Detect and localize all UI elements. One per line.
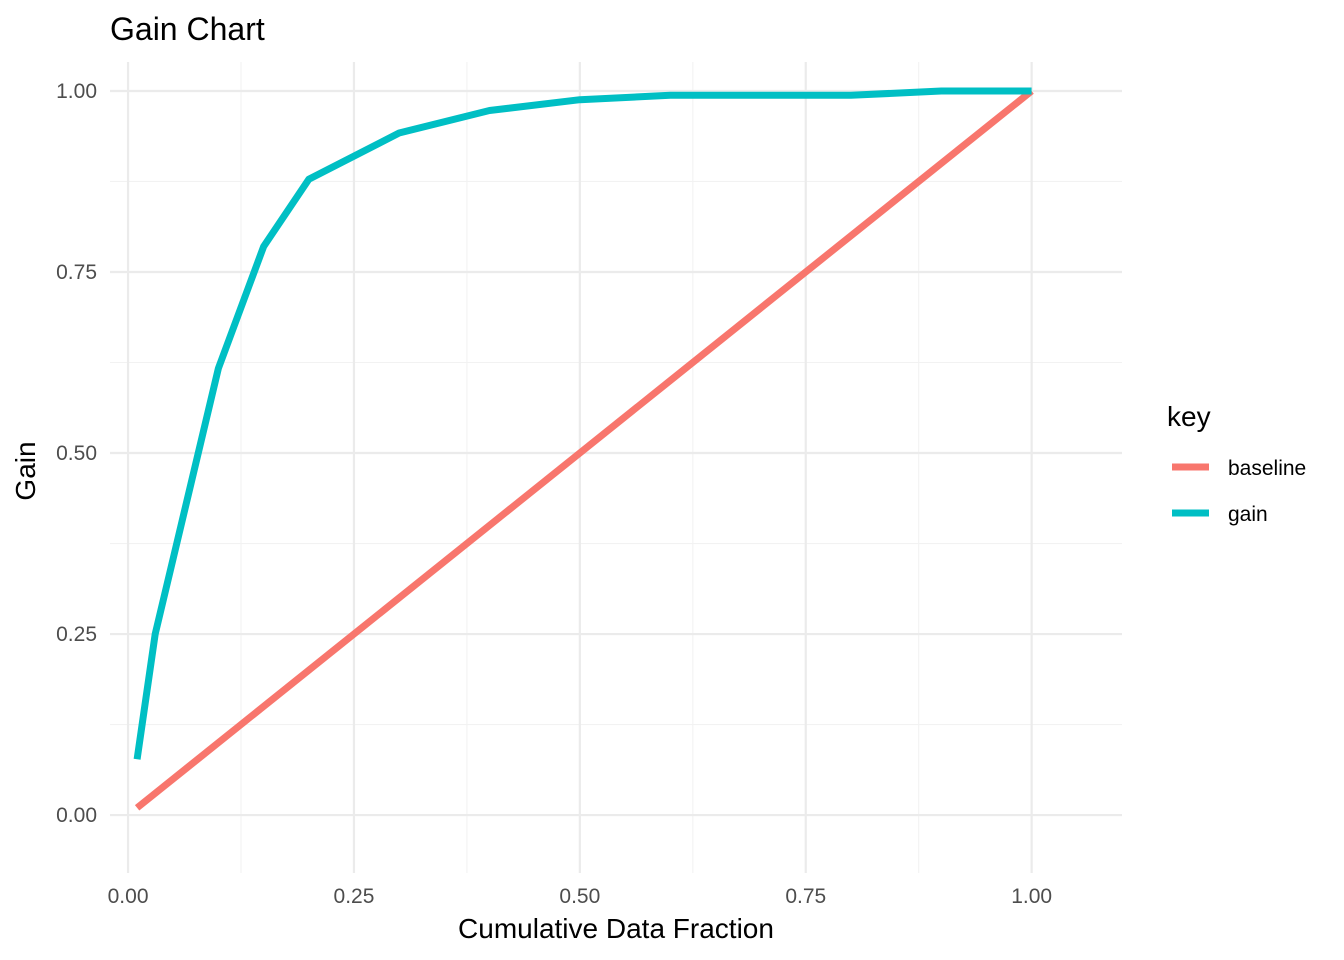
y-tick-label: 0.25 xyxy=(56,623,97,646)
major-gridlines xyxy=(110,62,1122,873)
x-tick-label: 0.00 xyxy=(108,885,149,908)
series-line-gain xyxy=(133,87,1032,760)
x-axis-title: Cumulative Data Fraction xyxy=(458,913,774,944)
y-axis-title: Gain xyxy=(10,441,41,500)
series-lines xyxy=(133,87,1034,811)
y-tick-label: 0.75 xyxy=(56,261,97,284)
y-tick-label: 0.00 xyxy=(56,804,97,827)
y-axis-tick-labels: 0.00 0.25 0.50 0.75 1.00 xyxy=(56,80,97,827)
y-tick-label: 0.50 xyxy=(56,442,97,465)
x-tick-label: 0.25 xyxy=(334,885,375,908)
series-line-baseline xyxy=(134,88,1034,811)
x-tick-label: 0.50 xyxy=(559,885,600,908)
minor-gridlines xyxy=(110,62,1122,873)
legend-items: baseline gain xyxy=(1172,457,1306,526)
chart-title: Gain Chart xyxy=(110,11,265,47)
legend-label-baseline: baseline xyxy=(1228,457,1306,480)
x-axis-tick-labels: 0.00 0.25 0.50 0.75 1.00 xyxy=(108,885,1052,908)
x-tick-label: 0.75 xyxy=(785,885,826,908)
x-tick-label: 1.00 xyxy=(1011,885,1052,908)
legend-title: key xyxy=(1167,401,1211,432)
y-tick-label: 1.00 xyxy=(56,80,97,103)
legend-label-gain: gain xyxy=(1228,503,1268,526)
legend: key baseline gain xyxy=(1167,401,1306,526)
